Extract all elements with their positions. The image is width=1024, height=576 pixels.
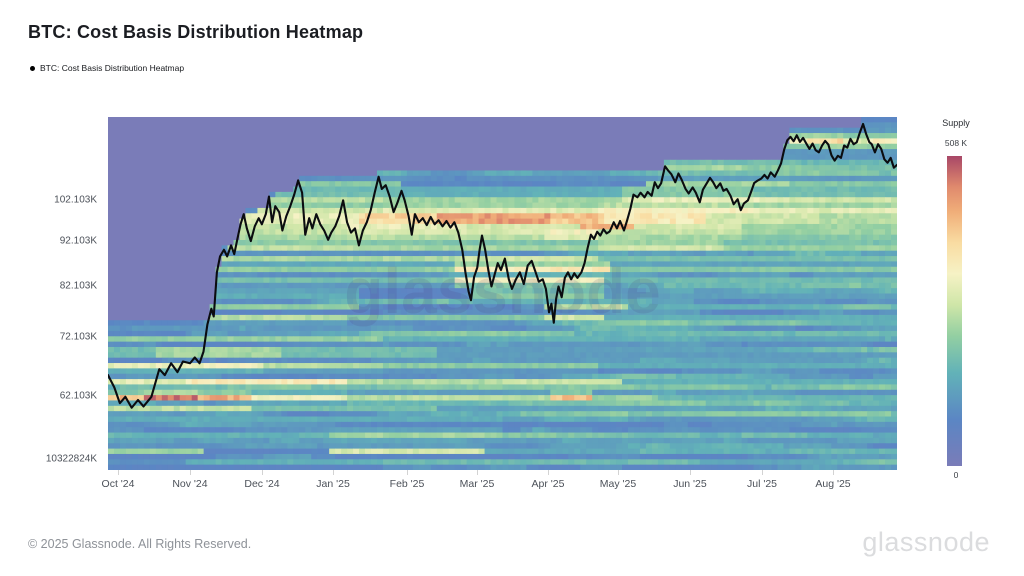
x-tick-label: Oct '24 bbox=[101, 478, 135, 490]
y-tick-label: 102.103K bbox=[54, 194, 97, 206]
glassnode-logo: glassnode bbox=[862, 527, 990, 557]
y-tick-label: 82.103K bbox=[59, 280, 97, 292]
x-tick-mark bbox=[548, 470, 550, 475]
y-tick-label: 62.103K bbox=[59, 390, 97, 402]
x-axis: Oct '24 Nov '24 Dec '24 Jan '25 Feb '25 Mar '… bbox=[102, 470, 897, 496]
colorbar-min-label: 0 bbox=[953, 470, 959, 480]
y-axis: 102.103K 92.103K 82.103K 72.103K 62.103K 1032… bbox=[0, 117, 100, 470]
x-tick-mark bbox=[477, 470, 478, 475]
colorbar-max-label: 508 K bbox=[944, 138, 968, 148]
x-tick-label: May '25 bbox=[599, 478, 637, 490]
page-title: BTC: Cost Basis Distribution Heatmap bbox=[28, 22, 364, 42]
legend-dot-icon bbox=[30, 65, 35, 71]
y-tick-label: 10322824K bbox=[45, 453, 97, 465]
y-tick-label: 72.103K bbox=[59, 331, 97, 343]
heatmap-canvas[interactable] bbox=[108, 117, 897, 470]
x-tick-label: Feb '25 bbox=[389, 478, 425, 490]
y-tick-label: 92.103K bbox=[59, 235, 97, 247]
x-tick-label: Mar '25 bbox=[459, 478, 495, 490]
x-tick-mark bbox=[262, 470, 263, 475]
x-tick-label: Aug '25 bbox=[815, 478, 851, 490]
x-tick-label: Jun '25 bbox=[673, 478, 707, 490]
colorbar-gradient bbox=[947, 156, 962, 466]
x-tick-label: Nov '24 bbox=[172, 478, 208, 490]
colorbar-title: Supply bbox=[942, 118, 970, 128]
x-tick-mark bbox=[689, 470, 691, 475]
x-tick-mark bbox=[618, 470, 619, 475]
legend-item[interactable]: BTC: Cost Basis Distribution Heatmap bbox=[30, 63, 184, 73]
x-tick-label: Apr '25 bbox=[531, 478, 565, 490]
x-tick-mark bbox=[407, 470, 409, 475]
x-tick-label: Jul '25 bbox=[746, 478, 778, 490]
x-tick-mark bbox=[833, 470, 834, 475]
heatmap-plot-area[interactable] bbox=[108, 117, 897, 470]
x-tick-label: Jan '25 bbox=[316, 478, 350, 490]
x-tick-mark bbox=[118, 470, 120, 475]
x-tick-mark bbox=[762, 470, 763, 475]
legend-label: BTC: Cost Basis Distribution Heatmap bbox=[40, 63, 185, 73]
x-tick-label: Dec '24 bbox=[244, 478, 280, 490]
x-tick-mark bbox=[333, 470, 335, 475]
copyright-text: © 2025 Glassnode. All Rights Reserved. bbox=[28, 537, 252, 551]
x-tick-mark bbox=[189, 470, 191, 475]
